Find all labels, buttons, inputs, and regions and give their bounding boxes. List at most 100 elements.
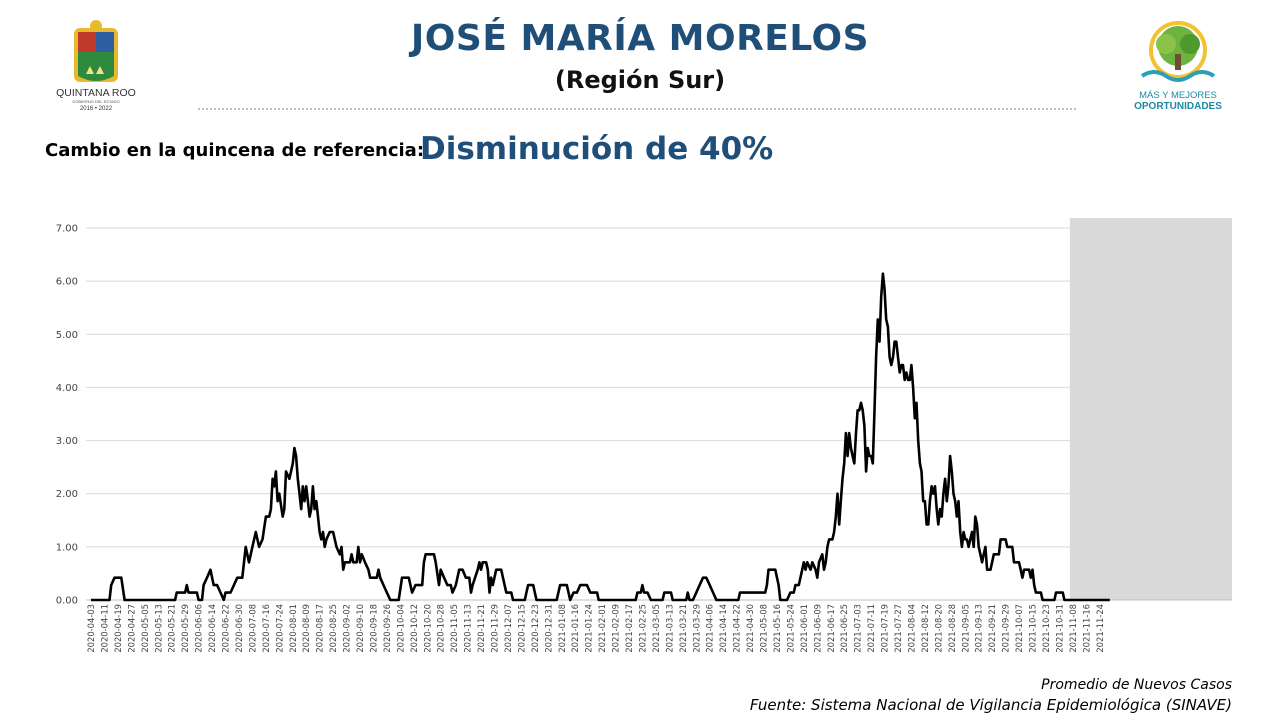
x-tick-label: 2020-11-29 bbox=[490, 604, 500, 653]
x-tick-label: 2021-04-06 bbox=[705, 604, 715, 653]
x-tick-label: 2020-06-30 bbox=[234, 604, 244, 653]
logo-right-line2: OPORTUNIDADES bbox=[1134, 101, 1222, 112]
x-tick-label: 2021-07-11 bbox=[866, 604, 876, 653]
x-tick-label: 2021-06-01 bbox=[799, 604, 809, 653]
x-tick-label: 2021-09-13 bbox=[974, 604, 984, 653]
x-tick-label: 2020-11-13 bbox=[463, 604, 473, 653]
x-tick-label: 2020-09-10 bbox=[355, 604, 365, 653]
x-tick-label: 2020-08-09 bbox=[301, 604, 311, 653]
x-tick-label: 2021-06-25 bbox=[839, 604, 849, 653]
header-divider bbox=[198, 108, 1076, 110]
y-tick-label: 3.00 bbox=[56, 436, 78, 447]
change-value: Disminución de 40% bbox=[420, 131, 774, 167]
page-subtitle: (Región Sur) bbox=[554, 66, 726, 94]
x-tick-label: 2020-08-25 bbox=[328, 604, 338, 653]
x-tick-label: 2020-04-19 bbox=[113, 604, 123, 653]
x-tick-label: 2020-07-24 bbox=[274, 604, 284, 653]
x-tick-label: 2020-07-08 bbox=[247, 604, 257, 653]
x-tick-label: 2020-07-16 bbox=[261, 604, 271, 653]
x-tick-label: 2020-10-12 bbox=[409, 604, 419, 653]
cases-line-chart: 0.00 1.00 2.00 3.00 4.00 5.00 6.00 7.00 2020-04-… bbox=[56, 218, 1232, 653]
x-tick-label: 2020-05-05 bbox=[140, 604, 150, 653]
x-tick-label: 2020-11-05 bbox=[449, 604, 459, 653]
x-tick-label: 2021-03-13 bbox=[664, 604, 674, 653]
x-tick-label: 2020-12-15 bbox=[516, 604, 526, 653]
series-label: Promedio de Nuevos Casos bbox=[1041, 677, 1232, 693]
x-tick-label: 2021-08-20 bbox=[933, 604, 943, 653]
x-tick-label: 2021-02-09 bbox=[611, 604, 621, 653]
x-tick-label: 2021-11-24 bbox=[1095, 604, 1105, 653]
y-tick-label: 1.00 bbox=[56, 542, 78, 553]
series-line bbox=[91, 272, 1110, 602]
logo-left-line3: 2016 • 2022 bbox=[80, 106, 113, 112]
x-tick-label: 2021-06-09 bbox=[812, 604, 822, 653]
y-tick-label: 0.00 bbox=[56, 596, 78, 607]
y-tick-label: 6.00 bbox=[56, 277, 78, 288]
x-tick-label: 2021-03-21 bbox=[678, 604, 688, 653]
mas-y-mejores-oportunidades-logo: MÁS Y MEJORES OPORTUNIDADES bbox=[1134, 21, 1222, 112]
logo-right-line1: MÁS Y MEJORES bbox=[1139, 90, 1217, 101]
x-tick-label: 2021-02-01 bbox=[597, 604, 607, 653]
y-tick-label: 7.00 bbox=[56, 224, 78, 235]
x-tick-label: 2020-08-17 bbox=[315, 604, 325, 653]
x-tick-label: 2020-04-03 bbox=[86, 604, 96, 653]
x-tick-label: 2021-10-07 bbox=[1014, 604, 1024, 653]
x-tick-label: 2021-07-03 bbox=[853, 604, 863, 653]
x-tick-label: 2021-04-30 bbox=[745, 604, 755, 653]
x-tick-label: 2021-08-04 bbox=[906, 604, 916, 653]
x-tick-label: 2021-06-17 bbox=[826, 604, 836, 653]
change-label: Cambio en la quincena de referencia: bbox=[45, 140, 425, 161]
quintana-roo-logo: QUINTANA ROO GOBIERNO DEL ESTADO 2016 • … bbox=[56, 20, 136, 112]
x-tick-label: 2021-09-29 bbox=[1001, 604, 1011, 653]
x-tick-label: 2020-10-28 bbox=[436, 604, 446, 653]
x-tick-label: 2021-10-15 bbox=[1028, 604, 1038, 653]
x-tick-label: 2020-12-07 bbox=[503, 604, 513, 653]
x-tick-label: 2021-07-27 bbox=[893, 604, 903, 653]
x-tick-label: 2020-06-22 bbox=[221, 604, 231, 653]
x-tick-label: 2021-01-08 bbox=[557, 604, 567, 653]
x-tick-label: 2021-07-19 bbox=[880, 604, 890, 653]
x-tick-label: 2021-11-16 bbox=[1081, 604, 1091, 653]
x-tick-label: 2020-12-23 bbox=[530, 604, 540, 653]
x-tick-label: 2021-04-14 bbox=[718, 604, 728, 653]
x-tick-label: 2020-04-11 bbox=[99, 604, 109, 653]
x-tick-label: 2020-05-21 bbox=[167, 604, 177, 653]
logo-left-line2: GOBIERNO DEL ESTADO bbox=[72, 99, 120, 104]
x-tick-label: 2021-01-24 bbox=[584, 604, 594, 653]
y-tick-label: 2.00 bbox=[56, 489, 78, 500]
x-tick-label: 2021-02-17 bbox=[624, 604, 634, 653]
x-tick-label: 2021-04-22 bbox=[732, 604, 742, 653]
y-tick-label: 4.00 bbox=[56, 383, 78, 394]
x-tick-label: 2020-09-02 bbox=[342, 604, 352, 653]
x-tick-label: 2020-10-20 bbox=[422, 604, 432, 653]
x-tick-label: 2021-08-12 bbox=[920, 604, 930, 653]
x-tick-label: 2021-11-08 bbox=[1068, 604, 1078, 653]
x-tick-label: 2020-12-31 bbox=[543, 604, 553, 653]
x-tick-label: 2021-09-21 bbox=[987, 604, 997, 653]
x-tick-label: 2021-10-31 bbox=[1054, 604, 1064, 653]
y-tick-label: 5.00 bbox=[56, 330, 78, 341]
x-tick-label: 2021-05-08 bbox=[759, 604, 769, 653]
x-tick-label: 2020-05-29 bbox=[180, 604, 190, 653]
x-tick-label: 2021-05-16 bbox=[772, 604, 782, 653]
x-tick-label: 2020-08-01 bbox=[288, 604, 298, 653]
x-tick-label: 2021-01-16 bbox=[570, 604, 580, 653]
x-tick-label: 2020-10-04 bbox=[395, 604, 405, 653]
source-note: Fuente: Sistema Nacional de Vigilancia E… bbox=[749, 696, 1232, 714]
x-tick-label: 2020-09-26 bbox=[382, 604, 392, 653]
x-tick-label: 2020-06-06 bbox=[194, 604, 204, 653]
x-tick-label: 2021-09-05 bbox=[960, 604, 970, 653]
x-tick-label: 2021-02-25 bbox=[637, 604, 647, 653]
x-tick-label: 2021-10-23 bbox=[1041, 604, 1051, 653]
x-tick-label: 2021-03-29 bbox=[691, 604, 701, 653]
x-tick-label: 2020-05-13 bbox=[153, 604, 163, 653]
x-tick-label: 2020-11-21 bbox=[476, 604, 486, 653]
x-tick-label: 2021-03-05 bbox=[651, 604, 661, 653]
page-title: JOSÉ MARÍA MORELOS bbox=[410, 18, 870, 59]
x-tick-label: 2020-04-27 bbox=[126, 604, 136, 653]
logo-left-line1: QUINTANA ROO bbox=[56, 87, 136, 99]
projection-shaded-region bbox=[1069, 218, 1232, 600]
x-tick-label: 2021-08-28 bbox=[947, 604, 957, 653]
x-tick-label: 2021-05-24 bbox=[785, 604, 795, 653]
x-tick-label: 2020-06-14 bbox=[207, 604, 217, 653]
